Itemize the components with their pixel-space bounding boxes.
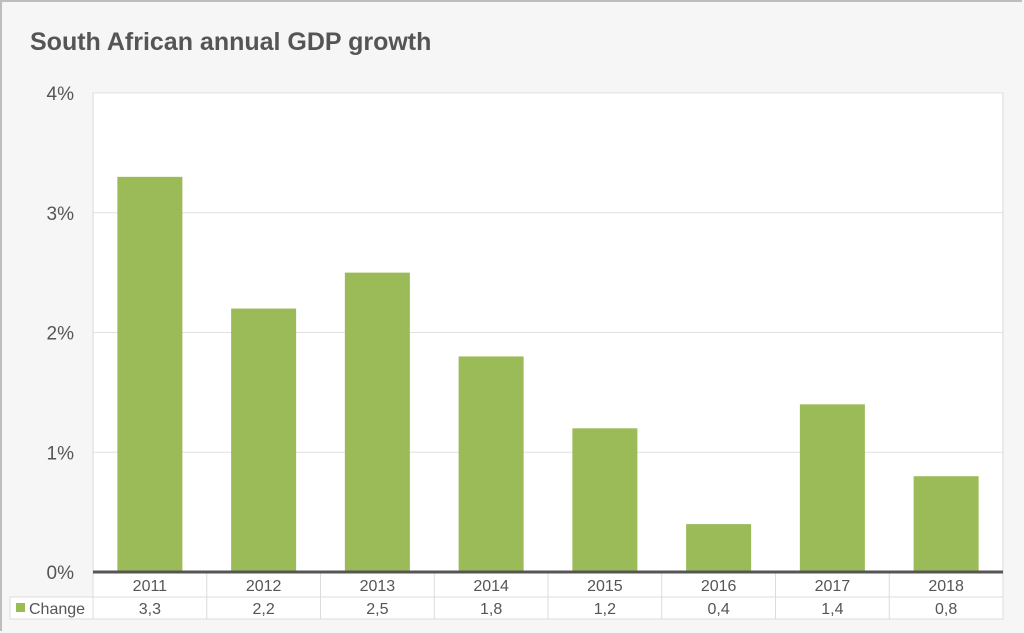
data-label: 0,4 <box>708 601 730 618</box>
y-tick-label: 0% <box>47 563 75 584</box>
bar-2012 <box>231 308 297 572</box>
x-tick-label: 2014 <box>473 578 509 595</box>
bar-2014 <box>458 356 524 572</box>
data-label: 1,2 <box>594 601 616 618</box>
bar-2013 <box>344 272 410 572</box>
bar-2016 <box>686 524 752 572</box>
bar-2011 <box>117 176 183 572</box>
x-tick-label: 2011 <box>133 578 168 595</box>
x-tick-label: 2016 <box>701 578 737 595</box>
bar-2018 <box>913 476 979 572</box>
data-label: 1,4 <box>821 601 843 618</box>
y-tick-label: 4% <box>47 84 75 105</box>
legend-label: Change <box>29 601 85 618</box>
y-tick-label: 2% <box>47 324 75 345</box>
bar-2017 <box>799 404 865 572</box>
chart-title: South African annual GDP growth <box>30 28 432 56</box>
x-tick-label: 2018 <box>928 578 964 595</box>
data-label: 2,2 <box>253 601 275 618</box>
data-label: 1,8 <box>480 601 502 618</box>
data-label: 3,3 <box>139 601 161 618</box>
bar-2015 <box>572 428 638 572</box>
x-tick-label: 2015 <box>587 578 623 595</box>
legend-key <box>16 603 25 612</box>
x-tick-label: 2013 <box>360 578 396 595</box>
y-tick-label: 3% <box>47 204 75 225</box>
x-tick-label: 2012 <box>246 578 282 595</box>
y-tick-label: 1% <box>47 443 75 464</box>
data-label: 2,5 <box>366 601 388 618</box>
data-label: 0,8 <box>935 601 957 618</box>
x-tick-label: 2017 <box>815 578 851 595</box>
